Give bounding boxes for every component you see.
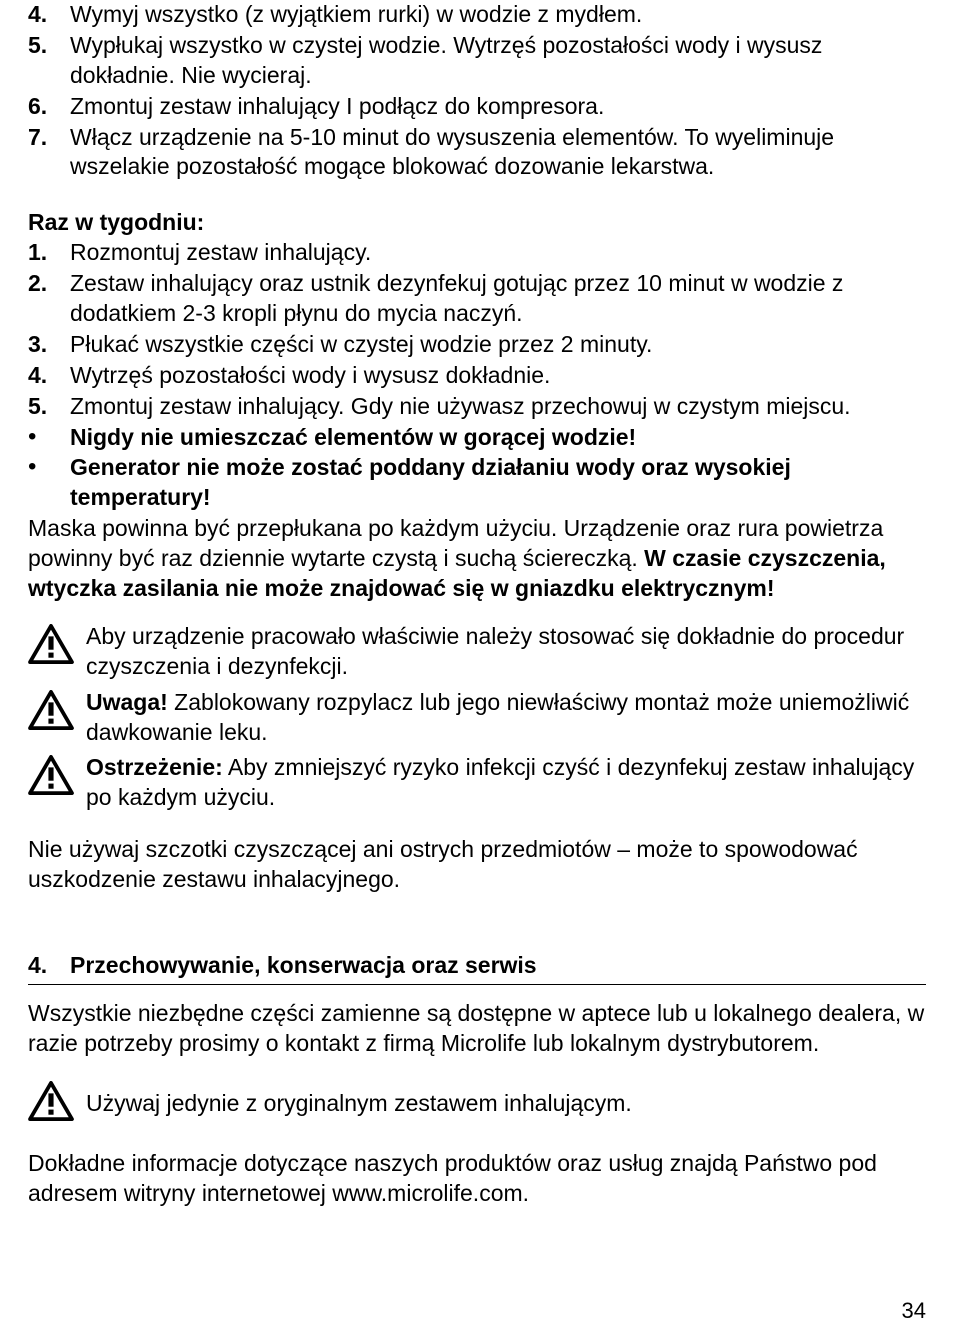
list-text: Włącz urządzenie na 5-10 minut do wysusz… (70, 123, 926, 183)
list-number: 3. (28, 330, 70, 360)
list-item: 3. Płukać wszystkie części w czystej wod… (28, 330, 926, 360)
list-text: Płukać wszystkie części w czystej wodzie… (70, 330, 926, 360)
list-item: 4. Wytrzęś pozostałości wody i wysusz do… (28, 361, 926, 391)
no-brush-paragraph: Nie używaj szczotki czyszczącej ani ostr… (28, 835, 926, 895)
list-number: 6. (28, 92, 70, 122)
warning-bold: Ostrzeżenie: (86, 754, 223, 780)
list-number: 4. (28, 0, 70, 30)
warning-icon (28, 753, 86, 803)
list-text: Rozmontuj zestaw inhalujący. (70, 238, 926, 268)
bullet-mark: • (28, 423, 70, 453)
list-item: 2. Zestaw inhalujący oraz ustnik dezynfe… (28, 269, 926, 329)
section-paragraph: Dokładne informacje dotyczące naszych pr… (28, 1149, 926, 1209)
list-item: 5. Wypłukaj wszystko w czystej wodzie. W… (28, 31, 926, 91)
list-item: 5. Zmontuj zestaw inhalujący. Gdy nie uż… (28, 392, 926, 422)
section-heading: 4. Przechowywanie, konserwacja oraz serw… (28, 951, 926, 981)
warning-row: Aby urządzenie pracowało właściwie należ… (28, 622, 926, 682)
section-rule (28, 984, 926, 985)
weekly-paragraph: Maska powinna być przepłukana po każdym … (28, 514, 926, 604)
warning-text: Uwaga! Zablokowany rozpylacz lub jego ni… (86, 688, 926, 748)
section-paragraph: Wszystkie niezbędne części zamienne są d… (28, 999, 926, 1059)
warning-bold: Uwaga! (86, 689, 168, 715)
page-number: 34 (902, 1297, 926, 1326)
section-4: 4. Przechowywanie, konserwacja oraz serw… (28, 951, 926, 1208)
bullet-item: • Generator nie może zostać poddany dzia… (28, 453, 926, 513)
list-number: 5. (28, 31, 70, 91)
bullet-text: Nigdy nie umieszczać elementów w gorącej… (70, 423, 926, 453)
weekly-heading: Raz w tygodniu: (28, 208, 926, 238)
section-number: 4. (28, 951, 70, 981)
list-number: 4. (28, 361, 70, 391)
warnings-block: Aby urządzenie pracowało właściwie należ… (28, 622, 926, 813)
list-item: 6. Zmontuj zestaw inhalujący I podłącz d… (28, 92, 926, 122)
list-number: 2. (28, 269, 70, 329)
list-text: Wytrzęś pozostałości wody i wysusz dokła… (70, 361, 926, 391)
list-number: 5. (28, 392, 70, 422)
list-item: 7. Włącz urządzenie na 5-10 minut do wys… (28, 123, 926, 183)
warning-icon (28, 1079, 86, 1129)
list-text: Wypłukaj wszystko w czystej wodzie. Wytr… (70, 31, 926, 91)
list-number: 1. (28, 238, 70, 268)
bullet-mark: • (28, 453, 70, 513)
list-text: Zmontuj zestaw inhalujący I podłącz do k… (70, 92, 926, 122)
warning-text: Aby urządzenie pracowało właściwie należ… (86, 622, 926, 682)
section-title: Przechowywanie, konserwacja oraz serwis (70, 951, 537, 981)
warning-row: Ostrzeżenie: Aby zmniejszyć ryzyko infek… (28, 753, 926, 813)
warning-icon (28, 688, 86, 738)
warning-row: Uwaga! Zablokowany rozpylacz lub jego ni… (28, 688, 926, 748)
list-item: 1. Rozmontuj zestaw inhalujący. (28, 238, 926, 268)
weekly-section: Raz w tygodniu: 1. Rozmontuj zestaw inha… (28, 208, 926, 604)
list-item: 4. Wymyj wszystko (z wyjątkiem rurki) w … (28, 0, 926, 30)
list-text: Wymyj wszystko (z wyjątkiem rurki) w wod… (70, 0, 926, 30)
list-number: 7. (28, 123, 70, 183)
warning-icon (28, 622, 86, 672)
warning-text: Ostrzeżenie: Aby zmniejszyć ryzyko infek… (86, 753, 926, 813)
list-initial: 4. Wymyj wszystko (z wyjątkiem rurki) w … (28, 0, 926, 182)
list-text: Zmontuj zestaw inhalujący. Gdy nie używa… (70, 392, 926, 422)
list-text: Zestaw inhalujący oraz ustnik dezynfekuj… (70, 269, 926, 329)
warning-rest: Zablokowany rozpylacz lub jego niewłaści… (86, 689, 909, 745)
bullet-text: Generator nie może zostać poddany działa… (70, 453, 926, 513)
bullet-item: • Nigdy nie umieszczać elementów w gorąc… (28, 423, 926, 453)
warning-text: Używaj jedynie z oryginalnym zestawem in… (86, 1089, 926, 1119)
warning-row: Używaj jedynie z oryginalnym zestawem in… (28, 1079, 926, 1129)
